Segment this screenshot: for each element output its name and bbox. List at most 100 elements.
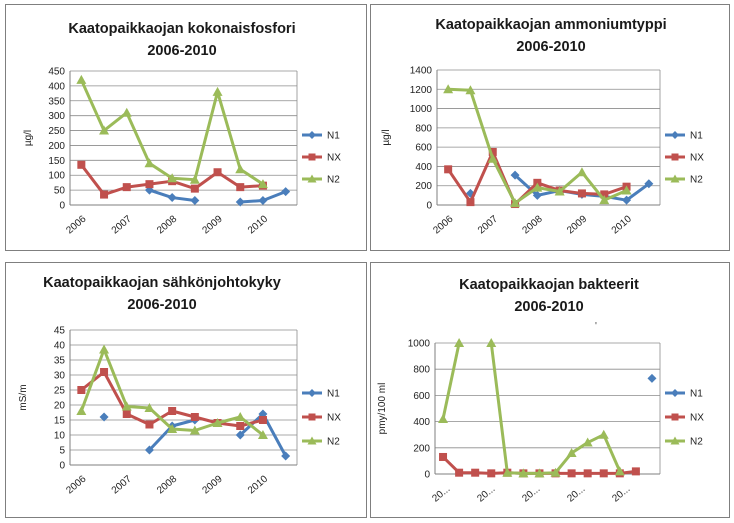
series-line-n2 bbox=[489, 342, 622, 475]
marker-nx bbox=[145, 180, 154, 189]
marker-nx bbox=[471, 468, 480, 477]
x-tick-label: 2010 bbox=[610, 213, 634, 236]
y-tick-label: 300 bbox=[48, 111, 65, 122]
chart-ammoniumtyppi: Kaatopaikkaojan ammoniumtyppi2006-201002… bbox=[381, 17, 704, 236]
marker-n1 bbox=[258, 196, 268, 206]
legend-label: N1 bbox=[690, 131, 703, 142]
legend-label: N1 bbox=[690, 389, 703, 400]
marker-n2 bbox=[550, 467, 561, 477]
marker-nx bbox=[236, 422, 245, 430]
marker-n2 bbox=[257, 430, 268, 439]
legend-label: NX bbox=[690, 413, 704, 424]
marker-n2 bbox=[189, 174, 200, 184]
legend-marker-nx bbox=[671, 153, 679, 161]
y-tick-label: 0 bbox=[424, 470, 430, 481]
chart-kokonaisfosfori: Kaatopaikkaojan kokonaisfosfori 2006-2010… bbox=[23, 21, 341, 236]
legend-marker-n2 bbox=[670, 436, 680, 445]
y-tick-label: 250 bbox=[48, 126, 65, 137]
y-tick-label: 30 bbox=[54, 371, 66, 382]
marker-n2 bbox=[443, 84, 454, 94]
x-tick-label: 2006 bbox=[431, 213, 455, 236]
marker-nx bbox=[100, 368, 109, 376]
marker-nx bbox=[455, 468, 464, 477]
y-tick-label: 200 bbox=[415, 181, 432, 192]
marker-nx bbox=[258, 416, 267, 424]
marker-n2 bbox=[235, 412, 246, 421]
legend-marker-n1 bbox=[308, 131, 316, 139]
marker-nx bbox=[145, 420, 154, 429]
y-tick-label: 0 bbox=[426, 201, 432, 212]
y-tick-label: 10 bbox=[54, 431, 66, 442]
marker-n1 bbox=[281, 187, 291, 197]
y-tick-label: 0 bbox=[59, 201, 65, 212]
y-tick-label: 400 bbox=[48, 81, 65, 92]
marker-n2 bbox=[566, 448, 577, 458]
x-tick-label: 20... bbox=[475, 484, 497, 505]
marker-n2 bbox=[144, 158, 155, 168]
y-tick-label: 400 bbox=[413, 417, 430, 428]
y-tick-label: 800 bbox=[413, 365, 430, 376]
y-tick-label: 1400 bbox=[410, 66, 433, 77]
legend-marker-n2 bbox=[307, 436, 317, 445]
marker-n2 bbox=[167, 424, 178, 433]
legend-marker-nx bbox=[671, 413, 679, 421]
y-tick-label: 450 bbox=[48, 67, 65, 78]
chart-subtitle: 2006-2010 bbox=[147, 43, 216, 59]
y-tick-label: 150 bbox=[48, 156, 65, 167]
marker-n2 bbox=[99, 125, 110, 135]
marker-nx bbox=[77, 160, 86, 169]
marker-n1 bbox=[647, 373, 657, 383]
y-tick-label: 200 bbox=[413, 443, 430, 454]
x-tick-label: 2006 bbox=[64, 213, 88, 236]
marker-n2 bbox=[487, 153, 498, 163]
x-tick-label: 2009 bbox=[201, 473, 225, 496]
marker-nx bbox=[439, 452, 448, 461]
marker-nx bbox=[100, 190, 109, 199]
marker-n2 bbox=[621, 185, 632, 195]
marker-n2 bbox=[76, 74, 87, 84]
stray-mark: ' bbox=[595, 321, 597, 332]
y-tick-label: 20 bbox=[54, 401, 66, 412]
legend-marker-n1 bbox=[308, 389, 316, 397]
marker-n1 bbox=[99, 412, 109, 422]
y-tick-label: 0 bbox=[59, 461, 65, 472]
legend-label: N2 bbox=[690, 175, 703, 186]
x-tick-label: 2007 bbox=[110, 213, 134, 236]
marker-nx bbox=[631, 467, 640, 476]
marker-nx bbox=[488, 147, 497, 156]
y-tick-label: 800 bbox=[415, 123, 432, 134]
legend-label: N2 bbox=[690, 437, 703, 448]
y-tick-label: 400 bbox=[415, 162, 432, 173]
legend-label: NX bbox=[690, 153, 704, 164]
x-tick-label: 2007 bbox=[110, 473, 134, 496]
chart-title: Kaatopaikkaojan ammoniumtyppi bbox=[435, 17, 666, 33]
marker-n2 bbox=[121, 401, 132, 411]
marker-n1 bbox=[510, 170, 520, 180]
y-tick-label: 600 bbox=[415, 143, 432, 154]
chart-bakteerit: Kaatopaikkaojan bakteerit 2006-2010 0 200 40… bbox=[377, 277, 704, 505]
x-tick-label: 2006 bbox=[64, 473, 88, 496]
x-tick-label: 2008 bbox=[521, 213, 545, 236]
marker-nx bbox=[487, 469, 496, 478]
legend-marker-nx bbox=[308, 153, 316, 161]
marker-n2 bbox=[599, 195, 610, 205]
x-tick-label: 2008 bbox=[155, 213, 179, 236]
series-line-n2 bbox=[441, 342, 461, 420]
x-tick-label: 2009 bbox=[201, 213, 225, 236]
marker-n2 bbox=[510, 198, 521, 208]
marker-nx bbox=[77, 386, 86, 394]
x-tick-label: 2007 bbox=[476, 213, 500, 236]
y-tick-label: 40 bbox=[54, 341, 66, 352]
x-tick-label: 2009 bbox=[565, 213, 589, 236]
y-tick-label: 200 bbox=[48, 141, 65, 152]
panel-sahkonjohtokyky: Kaatopaikkaojan sähkönjohtokyky 2006-2010… bbox=[5, 262, 367, 518]
y-axis-label: pmy/100 ml bbox=[377, 383, 388, 435]
marker-nx bbox=[577, 189, 586, 198]
y-tick-label: 100 bbox=[48, 171, 65, 182]
y-tick-label: 1000 bbox=[410, 104, 433, 115]
legend-marker-n2 bbox=[670, 174, 680, 183]
marker-n2 bbox=[235, 164, 246, 174]
y-tick-label: 600 bbox=[413, 391, 430, 402]
chart-title: Kaatopaikkaojan bakteerit bbox=[459, 277, 639, 293]
x-tick-label: 20... bbox=[430, 484, 452, 505]
